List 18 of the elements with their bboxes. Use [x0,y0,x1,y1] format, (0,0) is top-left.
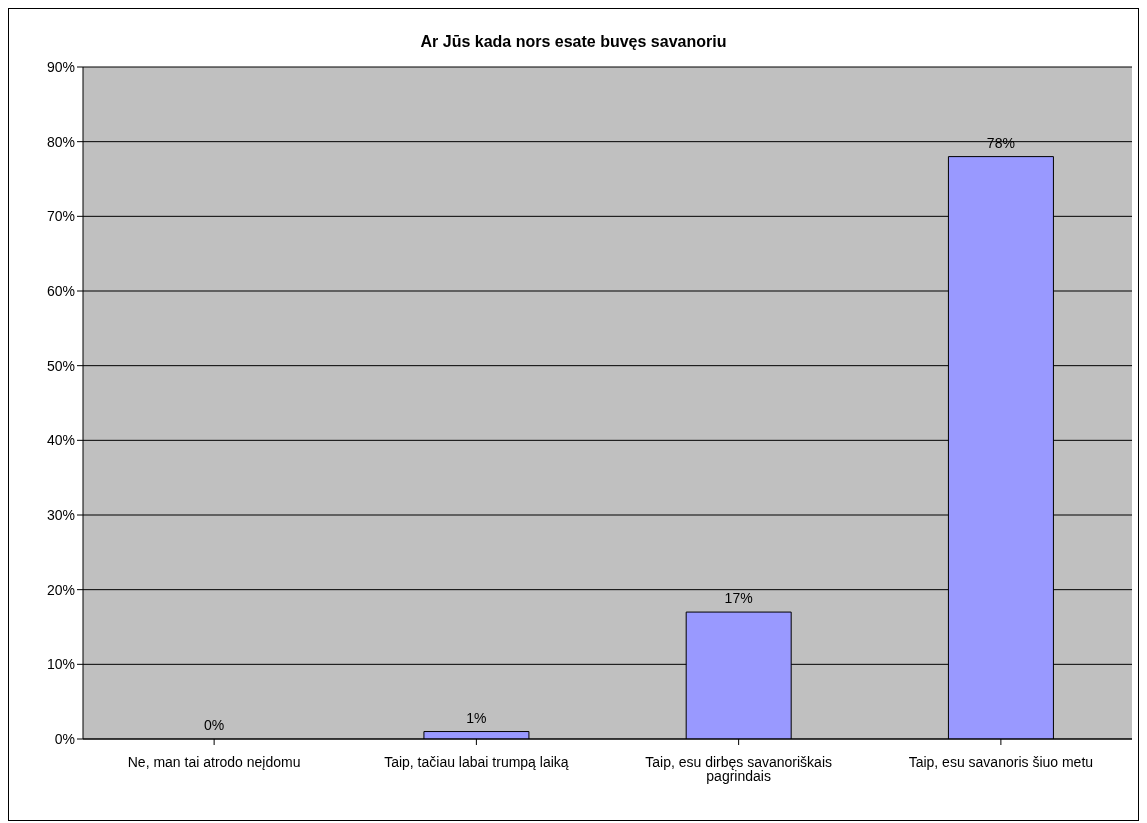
y-tick-label: 40% [46,432,75,449]
y-tick-label: 20% [46,581,75,598]
data-label: 0% [204,717,225,733]
y-tick-label: 60% [46,282,75,299]
y-tick-label: 80% [46,133,75,150]
x-tick-label: Taip, tačiau labai trumpą laiką [384,753,569,770]
data-label: 17% [724,590,753,607]
y-tick-label: 50% [46,357,75,374]
x-tick-label: Ne, man tai atrodo neįdomu [127,753,301,770]
chart-title: Ar Jūs kada nors esate buvęs savanoriu [419,33,728,51]
data-label: 1% [466,709,487,726]
y-tick-label: 90% [46,58,75,75]
y-tick-label: 30% [46,506,75,523]
y-tick-label: 70% [46,208,75,225]
x-tick-label: Taip, esu savanoris šiuo metu [908,753,1094,770]
y-tick-label: 10% [46,656,75,673]
y-tick-label: 0% [54,730,75,747]
x-tick-label: Taip, esu dirbęs savanoriškais pagrindais [645,753,833,784]
